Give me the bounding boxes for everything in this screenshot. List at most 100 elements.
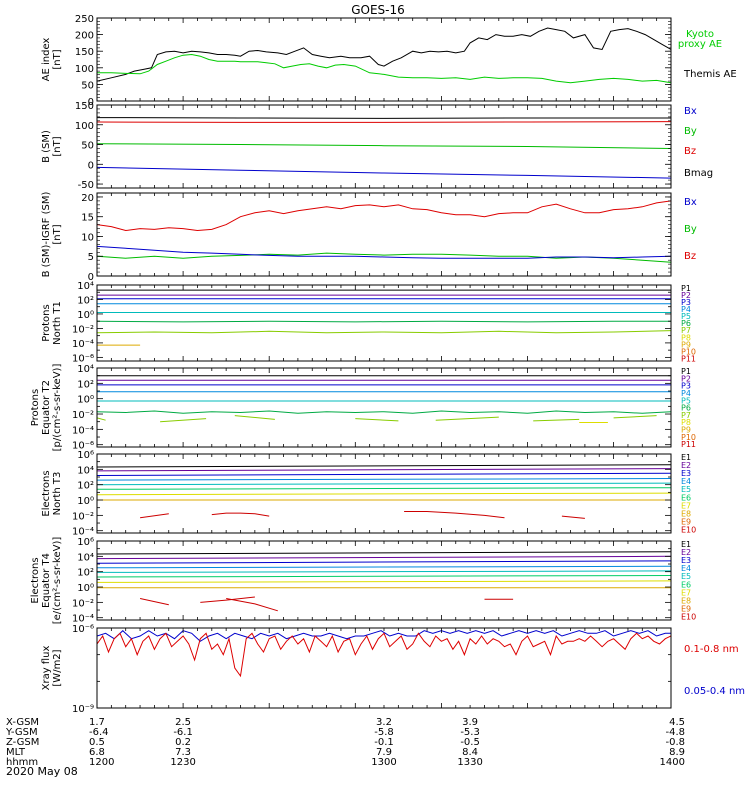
legend-label: E2	[681, 461, 691, 470]
legend-label: P11	[681, 440, 696, 449]
y-tick-label: 10²	[77, 481, 94, 492]
legend-label: P9	[681, 426, 691, 435]
y-tick-label: 10⁰	[77, 395, 94, 406]
y-axis-label: B (SM)-IGRF (SM)	[41, 192, 52, 278]
legend-label: Bz	[684, 146, 696, 157]
series-line-e10	[200, 596, 255, 603]
series-group	[97, 464, 671, 519]
x-row-label: X-GSM	[6, 717, 39, 728]
x-tick-value: 2.5	[175, 717, 191, 728]
legend-label: E8	[681, 509, 691, 518]
series-line-p7	[160, 418, 207, 423]
series-line-e10	[561, 515, 585, 519]
series-line-p7	[97, 417, 106, 421]
legend-label: E3	[681, 469, 691, 478]
series-line-e6	[97, 487, 671, 490]
series-line-e10	[139, 598, 169, 606]
legend-label: P5	[681, 396, 691, 405]
legend-label: E7	[681, 501, 691, 510]
panel-xray: 10⁻⁹ 10⁻⁶ Xray flux [W/m2] 0.1-0.8 nm 0.05-0.…	[41, 624, 745, 715]
legend-label: P4	[681, 389, 691, 398]
x-tick-value: -5.3	[460, 727, 480, 738]
legend-label: E4	[681, 477, 691, 486]
x-tick-value: -6.1	[173, 727, 193, 738]
y-axis-label: Electrons	[30, 557, 41, 603]
legend-label: P2	[681, 291, 691, 300]
series-line-bx	[97, 166, 671, 179]
series-line-e7	[97, 492, 671, 496]
legend-label: P11	[681, 354, 696, 363]
y-axis-label: [nT]	[52, 224, 63, 244]
x-row-label: Y-GSM	[5, 727, 38, 738]
y-tick-label: 0	[88, 97, 94, 108]
series-line-e7	[97, 580, 671, 583]
x-tick-value: 7.9	[376, 747, 392, 758]
series-group	[97, 630, 671, 678]
legend-label: E8	[681, 596, 691, 605]
y-tick-label: 5	[88, 252, 94, 263]
series-line-bmag	[97, 117, 671, 119]
panel-frame	[96, 627, 672, 709]
x-tick-value: 1230	[170, 757, 195, 768]
y-tick-label: 10⁶	[77, 450, 94, 461]
y-tick-label: 150	[75, 47, 94, 58]
series-line-p6	[97, 320, 671, 323]
y-tick-label: 10⁻⁶	[72, 624, 94, 635]
y-tick-label: 10⁻⁴	[72, 339, 94, 350]
legend-label: E10	[681, 613, 696, 622]
y-tick-label: 10⁻⁶	[72, 441, 94, 452]
y-tick-label: 10	[81, 232, 94, 243]
y-tick-label: 10⁻²	[72, 598, 94, 609]
y-tick-label: 100	[75, 64, 94, 75]
x-tick-value: 8.9	[669, 747, 685, 758]
legend-label: E5	[681, 572, 691, 581]
y-tick-label: 50	[81, 141, 94, 152]
y-tick-label: 15	[81, 213, 94, 224]
series-line-p7	[435, 416, 499, 421]
y-tick-label: 10⁴	[77, 465, 94, 476]
series-line-0-1-0-8-nm	[97, 632, 671, 678]
y-axis-label: [e/(cm²-s-sr-keV)]	[52, 537, 63, 625]
x-row-label: Z-GSM	[6, 737, 39, 748]
y-tick-label: 10⁰	[77, 496, 94, 507]
x-tick-value: -4.8	[665, 727, 685, 738]
y-tick-label: 250	[75, 14, 94, 25]
legend-label: P3	[681, 298, 691, 307]
legend-label: P7	[681, 411, 691, 420]
y-tick-label: 150	[75, 101, 94, 112]
legend-label: P7	[681, 326, 691, 335]
legend-label: E4	[681, 564, 691, 573]
y-axis-label: AE index	[41, 38, 52, 82]
legend-label: P1	[681, 284, 691, 293]
y-tick-label: 10²	[77, 379, 94, 390]
legend-label: P1	[681, 367, 691, 376]
x-tick-value: 8.4	[462, 747, 478, 758]
panel-bsm: -50 0 50 100 150 B (SM) [nT] Bx By Bz Bmag	[41, 101, 713, 191]
y-axis-label: [nT]	[52, 136, 63, 156]
legend-label: Bx	[684, 106, 697, 117]
y-tick-label: 10⁻²	[72, 410, 94, 421]
legend-label: P10	[681, 433, 696, 442]
y-axis-label: Xray flux	[41, 646, 52, 691]
series-line-e2	[97, 555, 671, 560]
series-line-by	[97, 143, 671, 149]
panel-pn: 10⁻⁶ 10⁻⁴ 10⁻² 10⁰ 10² 10⁴ Protons North T1 P1P2…	[41, 281, 696, 364]
legend-label: E7	[681, 588, 691, 597]
y-axis-label: [W/m2]	[52, 649, 63, 686]
legend-label: P8	[681, 418, 691, 427]
legend-label: E9	[681, 517, 691, 526]
y-axis-label: [p/(cm²-s-sr-keV)]	[52, 364, 63, 452]
series-group	[97, 375, 671, 423]
legend-label: E9	[681, 604, 691, 613]
x-row-label: MLT	[6, 747, 26, 758]
y-tick-label: 10⁰	[77, 310, 94, 321]
legend-label: P10	[681, 347, 696, 356]
y-tick-label: 10⁻⁴	[72, 527, 94, 538]
series-line-p6	[97, 410, 671, 414]
series-line-themis-ae	[97, 27, 671, 82]
legend-label: P6	[681, 404, 691, 413]
